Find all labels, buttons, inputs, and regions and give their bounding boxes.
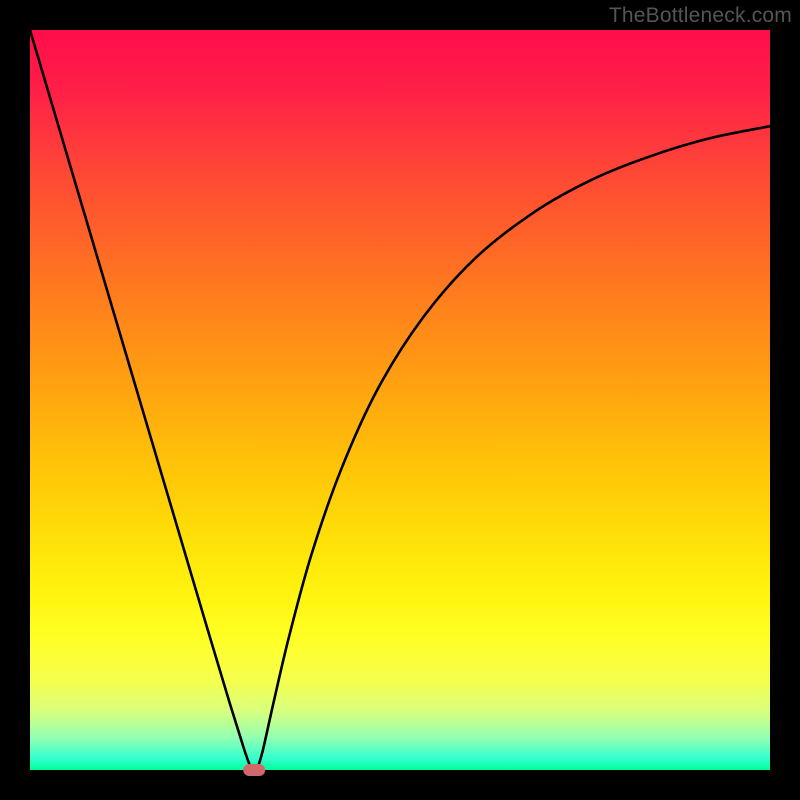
- plot-background: [30, 30, 770, 770]
- watermark-text: TheBottleneck.com: [609, 4, 792, 28]
- chart-svg: [0, 0, 800, 800]
- minimum-marker: [243, 764, 265, 776]
- bottleneck-chart: TheBottleneck.com: [0, 0, 800, 800]
